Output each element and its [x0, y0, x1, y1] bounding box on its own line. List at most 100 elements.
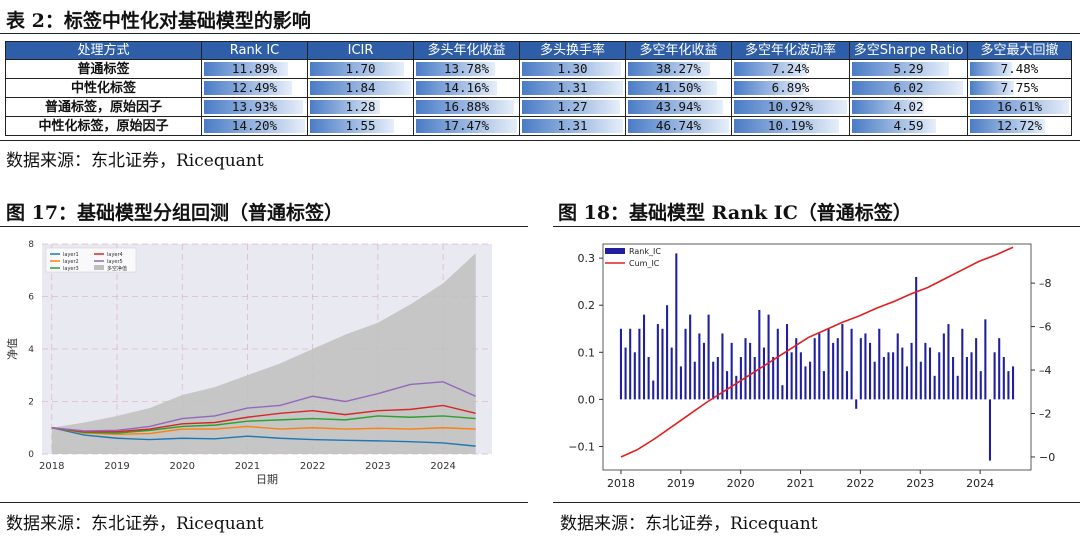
- figure17-title-rule: [0, 226, 528, 227]
- cell-value: 10.19%: [767, 118, 814, 133]
- ic-bar: [859, 338, 862, 400]
- y-tick-label: 0.2: [578, 299, 596, 312]
- data-bar: [310, 81, 411, 95]
- ic-bar: [624, 347, 627, 400]
- data-bar: [628, 62, 711, 76]
- cell-value: 4.02: [893, 99, 924, 114]
- data-bar: [522, 100, 620, 114]
- y2-tick-label: –6: [1039, 321, 1052, 334]
- ic-bar: [790, 352, 793, 400]
- table-cell: 6.89%: [731, 78, 850, 98]
- ic-bar: [758, 309, 761, 400]
- cell-value: 46.74%: [655, 118, 702, 133]
- y-tick-label: 2: [28, 398, 34, 408]
- cell-value: 6.89%: [771, 80, 810, 95]
- ic-bar: [721, 333, 724, 400]
- cell-value: 1.31: [557, 118, 588, 133]
- table-cell: 16.61%: [967, 97, 1072, 117]
- row-label: 中性化标签，原始因子: [5, 116, 202, 136]
- figure18-bottom-rule: [553, 502, 1080, 503]
- ic-bar: [873, 361, 876, 400]
- table-header-row: 处理方式 Rank IC ICIR 多头年化收益 多头换手率 多空年化收益 多空…: [5, 41, 1072, 60]
- ic-bar: [933, 375, 936, 400]
- ic-bar: [809, 361, 812, 400]
- ic-bar: [749, 342, 752, 400]
- table-cell: 4.59: [849, 116, 968, 136]
- ic-bar: [998, 338, 1001, 400]
- data-bar: [310, 62, 404, 76]
- ic-bar: [656, 324, 659, 400]
- data-bar: [204, 62, 289, 76]
- table-cell: 10.92%: [731, 97, 850, 117]
- data-bar: [204, 81, 293, 95]
- ic-bar: [642, 314, 646, 400]
- header-ls-drawdown: 多空最大回撤: [967, 41, 1072, 60]
- ic-bar: [947, 324, 950, 400]
- ic-bar: [767, 314, 770, 400]
- ic-bar: [970, 352, 973, 400]
- data-bar: [628, 81, 718, 95]
- y-tick-label: 0.1: [578, 346, 596, 359]
- figure17-source: 数据来源：东北证券，Ricequant: [6, 514, 264, 534]
- data-bar: [734, 81, 804, 95]
- y-tick-label: 0.0: [578, 393, 596, 406]
- x-tick-label: 2020: [727, 477, 755, 490]
- header-ls-sharpe: 多空Sharpe Ratio: [849, 41, 968, 60]
- header-ls-return: 多空年化收益: [625, 41, 732, 60]
- ic-bar: [689, 314, 692, 400]
- x-axis-title: 日期: [256, 473, 278, 486]
- table-cell: 12.72%: [967, 116, 1072, 136]
- row-label: 普通标签: [5, 59, 202, 79]
- ic-bar: [799, 352, 802, 400]
- ic-bar: [1007, 371, 1010, 400]
- cell-value: 1.31: [557, 80, 588, 95]
- ic-bar: [795, 338, 798, 400]
- ic-bar: [666, 305, 669, 400]
- table-bottom-rule: [0, 140, 1080, 141]
- data-bar: [416, 119, 517, 133]
- legend-label: 多空净值: [107, 265, 127, 272]
- header-long-turnover: 多头换手率: [519, 41, 626, 60]
- table-cell: 11.89%: [201, 59, 308, 79]
- data-bar: [522, 81, 623, 95]
- ic-bar: [772, 357, 775, 400]
- legend-swatch: [94, 265, 104, 270]
- table-row: 中性化标签 12.49% 1.84 14.16% 1.31 41.50% 6.89% 6.02…: [5, 78, 1072, 98]
- ic-bar: [675, 253, 678, 400]
- ic-bar: [702, 342, 706, 400]
- data-bar: [970, 62, 1013, 76]
- ic-bar: [726, 371, 729, 400]
- data-bar: [310, 100, 380, 114]
- ic-bar: [633, 352, 636, 400]
- data-bar: [734, 62, 808, 76]
- plot-frame: [602, 243, 1032, 471]
- table-cell: 1.55: [307, 116, 414, 136]
- series-line-4: [51, 404, 476, 433]
- cell-value: 1.84: [345, 80, 376, 95]
- ic-bar: [661, 328, 664, 400]
- cell-value: 16.61%: [996, 99, 1043, 114]
- header-icir: ICIR: [307, 41, 414, 60]
- cell-value: 38.27%: [655, 61, 702, 76]
- data-bar: [416, 81, 498, 95]
- legend-label: layer5: [107, 259, 123, 265]
- table-cell: 1.31: [519, 78, 626, 98]
- y2-tick-label: –2: [1039, 408, 1052, 421]
- table-cell: 43.94%: [625, 97, 732, 117]
- ic-bar: [744, 338, 747, 400]
- figure18-source: 数据来源：东北证券，Ricequant: [560, 514, 818, 534]
- y-tick-label: 0: [28, 450, 34, 460]
- header-rank-ic: Rank IC: [201, 41, 308, 60]
- cell-value: 16.88%: [443, 99, 490, 114]
- ic-bar: [1002, 357, 1005, 400]
- ic-bar: [869, 342, 872, 400]
- cell-value: 1.30: [557, 61, 588, 76]
- ic-bar: [878, 328, 881, 400]
- ic-bar: [753, 357, 756, 400]
- ic-bar: [712, 361, 715, 400]
- table-cell: 46.74%: [625, 116, 732, 136]
- ic-bar: [679, 366, 682, 400]
- ic-bar: [785, 324, 789, 400]
- x-tick-label: 2023: [906, 477, 934, 490]
- table-cell: 10.19%: [731, 116, 850, 136]
